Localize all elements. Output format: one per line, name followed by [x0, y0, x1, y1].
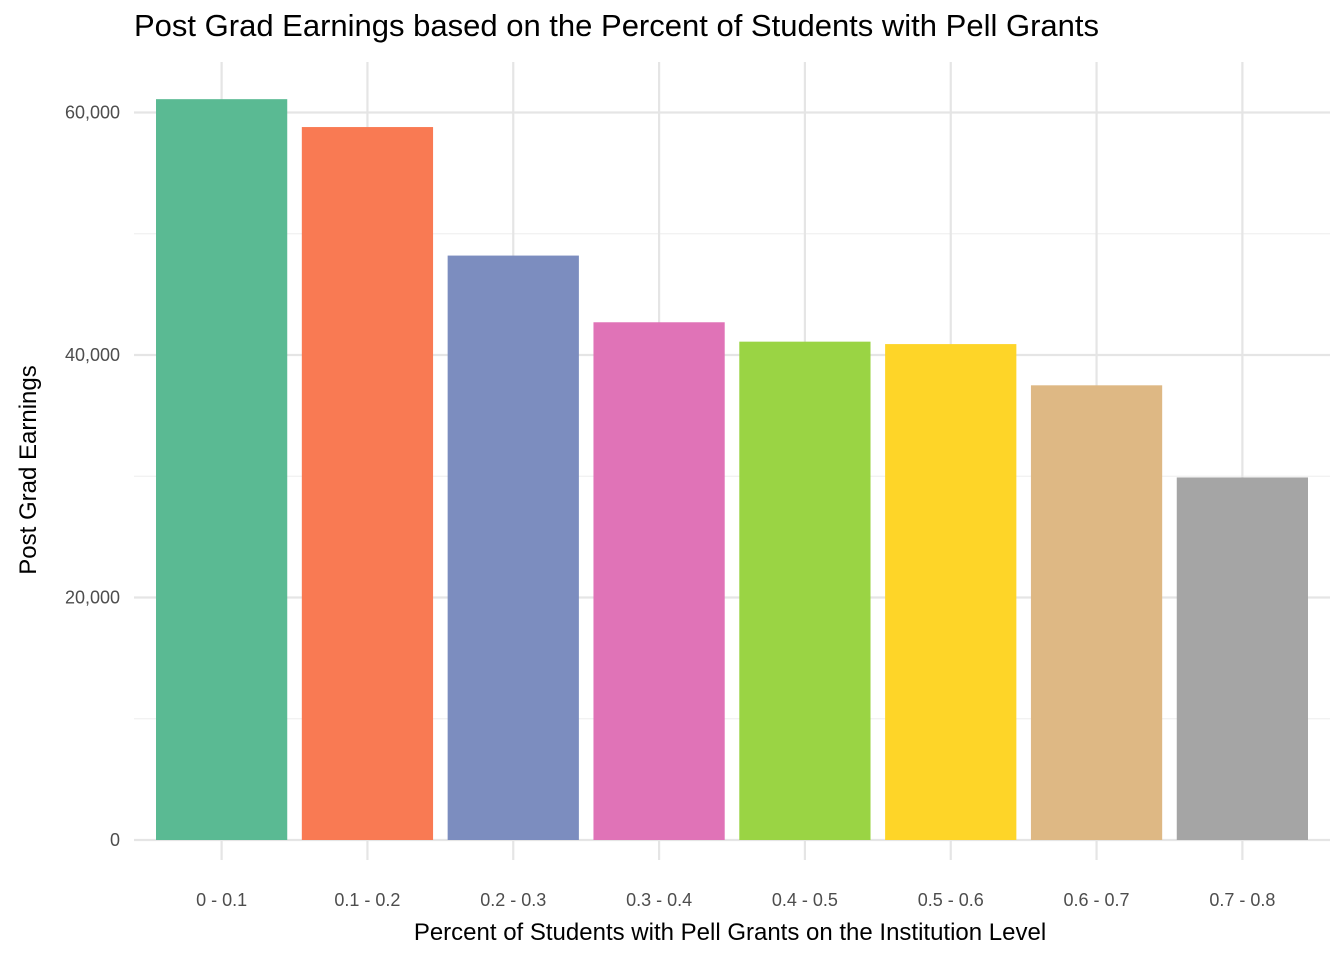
- bar-0.7-0.8: [1176, 477, 1308, 840]
- y-tick-label: 40,000: [65, 345, 120, 365]
- x-tick-label: 0.7 - 0.8: [1209, 890, 1275, 910]
- x-tick-label: 0.4 - 0.5: [772, 890, 838, 910]
- bar-0.3-0.4: [593, 322, 725, 840]
- bar-0.6-0.7: [1030, 385, 1163, 840]
- bar-0.5-0.6: [885, 344, 1017, 840]
- bar-0.2-0.3: [447, 255, 579, 840]
- y-tick-label: 60,000: [65, 103, 120, 123]
- bar-0.4-0.5: [739, 341, 871, 840]
- x-tick-label: 0.3 - 0.4: [626, 890, 692, 910]
- x-tick-label: 0 - 0.1: [196, 890, 247, 910]
- chart-title: Post Grad Earnings based on the Percent …: [134, 8, 1099, 43]
- x-tick-label: 0.1 - 0.2: [334, 890, 400, 910]
- bar-0.1-0.2: [301, 127, 434, 841]
- bars: [156, 99, 1308, 841]
- x-axis-ticks: 0 - 0.1 0.1 - 0.2 0.2 - 0.3 0.3 - 0.4 0.4 - …: [196, 890, 1275, 910]
- x-tick-label: 0.2 - 0.3: [480, 890, 546, 910]
- bar-0-0.1: [156, 99, 288, 841]
- x-tick-label: 0.5 - 0.6: [918, 890, 984, 910]
- x-axis-title: Percent of Students with Pell Grants on …: [414, 919, 1046, 946]
- y-axis-ticks: 0 20,000 40,000 60,000: [65, 103, 120, 851]
- x-tick-label: 0.6 - 0.7: [1064, 890, 1130, 910]
- y-axis-title: Post Grad Earnings: [15, 365, 42, 574]
- y-tick-label: 0: [110, 830, 120, 850]
- y-tick-label: 20,000: [65, 588, 120, 608]
